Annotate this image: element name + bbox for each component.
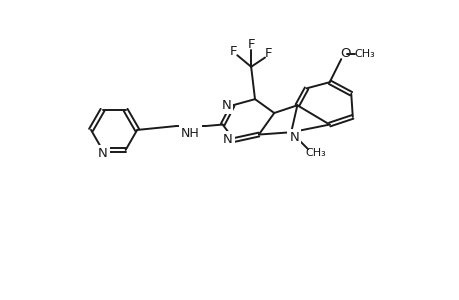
Text: F: F [247, 38, 254, 51]
Text: N: N [97, 147, 107, 160]
Text: O: O [339, 47, 350, 60]
Text: F: F [229, 45, 237, 58]
Text: N: N [221, 99, 231, 112]
Text: CH₃: CH₃ [354, 49, 375, 59]
Text: N: N [223, 134, 232, 146]
Text: N: N [289, 131, 298, 144]
Text: CH₃: CH₃ [305, 148, 325, 158]
Text: NH: NH [180, 127, 199, 140]
Text: F: F [264, 47, 272, 60]
